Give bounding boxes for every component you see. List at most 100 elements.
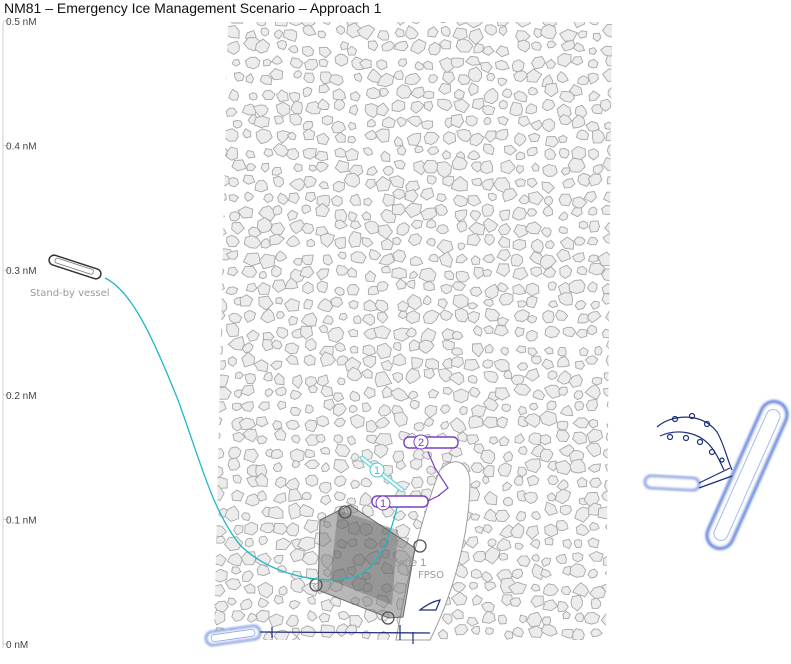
ice-floe xyxy=(322,254,334,266)
ice-floe xyxy=(422,90,435,99)
ice-floe xyxy=(568,84,583,97)
ice-floe xyxy=(256,435,268,445)
ice-floe xyxy=(557,600,569,613)
ice-floe xyxy=(257,581,274,599)
ice-floe xyxy=(603,372,612,382)
ice-floe xyxy=(601,67,612,83)
ice-floe xyxy=(450,113,465,129)
ice-floe xyxy=(572,644,585,658)
ice-floe xyxy=(226,234,240,248)
ice-floe xyxy=(379,647,395,658)
ice-floe xyxy=(441,357,453,369)
ice-floe xyxy=(245,282,258,293)
right-large-vessel[interactable] xyxy=(703,398,791,553)
ice-floe xyxy=(602,156,612,172)
ice-floe xyxy=(214,120,226,134)
ice-floe xyxy=(214,598,217,612)
ice-floe xyxy=(349,413,365,429)
approach-marker-cyan-1[interactable]: 1 xyxy=(359,455,405,493)
ice-floe xyxy=(519,649,528,655)
ice-floe xyxy=(272,204,283,216)
ice-floe xyxy=(392,372,404,384)
approach-marker-purple-2[interactable]: 2 xyxy=(403,434,459,497)
ice-floe xyxy=(438,251,453,268)
ice-floe xyxy=(560,585,572,596)
ice-floe xyxy=(526,295,538,309)
ice-floe xyxy=(489,13,497,21)
ice-floe xyxy=(376,22,391,23)
ice-floe xyxy=(214,211,226,222)
ice-floe xyxy=(608,601,612,613)
ice-floe xyxy=(514,178,527,187)
ice-floe xyxy=(530,511,541,521)
approach-marker-purple-1[interactable]: 1 xyxy=(371,494,441,511)
ice-floe xyxy=(526,68,543,83)
ice-floe xyxy=(201,534,213,548)
ice-floe xyxy=(494,387,511,401)
marker-label: 1 xyxy=(374,465,380,477)
ice-floe xyxy=(200,150,211,162)
ice-floe xyxy=(604,568,612,578)
ice-floe xyxy=(474,525,484,534)
ice-floe xyxy=(269,222,286,236)
ice-floe xyxy=(484,546,501,565)
ice-floe xyxy=(198,355,213,369)
ice-floe xyxy=(214,374,230,388)
bottom-ice-vessel[interactable] xyxy=(205,625,261,646)
ice-floe xyxy=(318,58,329,68)
ice-floe xyxy=(214,344,223,359)
ice-floe xyxy=(591,376,603,386)
standby-vessel[interactable] xyxy=(48,254,102,280)
ice-floe xyxy=(546,40,557,49)
ice-floe xyxy=(404,188,419,203)
ice-floe xyxy=(321,461,330,472)
ice-floe xyxy=(515,511,527,522)
ice-floe xyxy=(530,595,544,608)
ice-floe xyxy=(558,211,569,222)
ice-floe xyxy=(575,328,588,339)
ice-floe xyxy=(333,459,350,474)
ice-floe xyxy=(293,69,302,79)
ice-floe xyxy=(395,647,403,654)
ice-floe xyxy=(524,368,540,382)
ice-floe xyxy=(422,60,434,70)
ice-floe xyxy=(303,58,319,71)
ice-floe xyxy=(231,566,242,575)
ice-floe xyxy=(316,268,330,281)
ice-floe xyxy=(260,308,276,324)
ice-floe xyxy=(392,236,402,246)
ice-floe xyxy=(587,311,602,324)
ice-floe xyxy=(482,105,496,116)
ice-floe xyxy=(512,239,527,251)
ice-floe xyxy=(244,537,254,548)
ice-floe xyxy=(215,535,226,544)
ice-floe xyxy=(499,209,511,222)
right-small-vessel[interactable] xyxy=(644,474,700,492)
ice-floe xyxy=(352,315,362,324)
ice-floe xyxy=(363,197,373,207)
ice-floe xyxy=(499,645,509,656)
ice-floe xyxy=(315,226,329,237)
ice-floe xyxy=(525,611,543,628)
ice-floe xyxy=(409,270,419,279)
ice-floe xyxy=(493,359,510,373)
ice-floe xyxy=(196,283,208,292)
ice-floe xyxy=(234,371,245,379)
ice-floe xyxy=(556,103,572,120)
ice-floe xyxy=(288,315,299,326)
ice-floe xyxy=(300,312,318,327)
ice-floe xyxy=(201,525,210,534)
ice-floe xyxy=(301,550,319,566)
ice-floe xyxy=(409,458,423,471)
ice-floe xyxy=(481,268,493,277)
ice-floe xyxy=(396,84,412,99)
ice-floe xyxy=(442,387,454,396)
ice-floe xyxy=(286,209,299,222)
ice-floe xyxy=(469,286,483,297)
ice-floe xyxy=(578,220,589,230)
ice-floe xyxy=(451,155,468,171)
ice-floe xyxy=(262,58,272,67)
ice-floe xyxy=(572,42,586,52)
ice-floe xyxy=(587,254,599,263)
ice-floe xyxy=(300,325,314,340)
